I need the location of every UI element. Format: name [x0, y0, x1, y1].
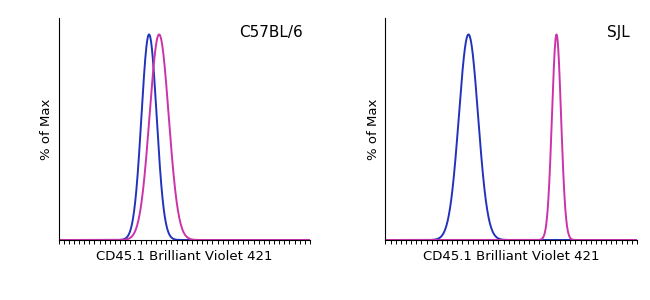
Text: C57BL/6: C57BL/6 [239, 25, 302, 40]
Y-axis label: % of Max: % of Max [367, 98, 380, 160]
X-axis label: CD45.1 Brilliant Violet 421: CD45.1 Brilliant Violet 421 [423, 250, 599, 263]
X-axis label: CD45.1 Brilliant Violet 421: CD45.1 Brilliant Violet 421 [96, 250, 272, 263]
Y-axis label: % of Max: % of Max [40, 98, 53, 160]
Text: SJL: SJL [606, 25, 629, 40]
